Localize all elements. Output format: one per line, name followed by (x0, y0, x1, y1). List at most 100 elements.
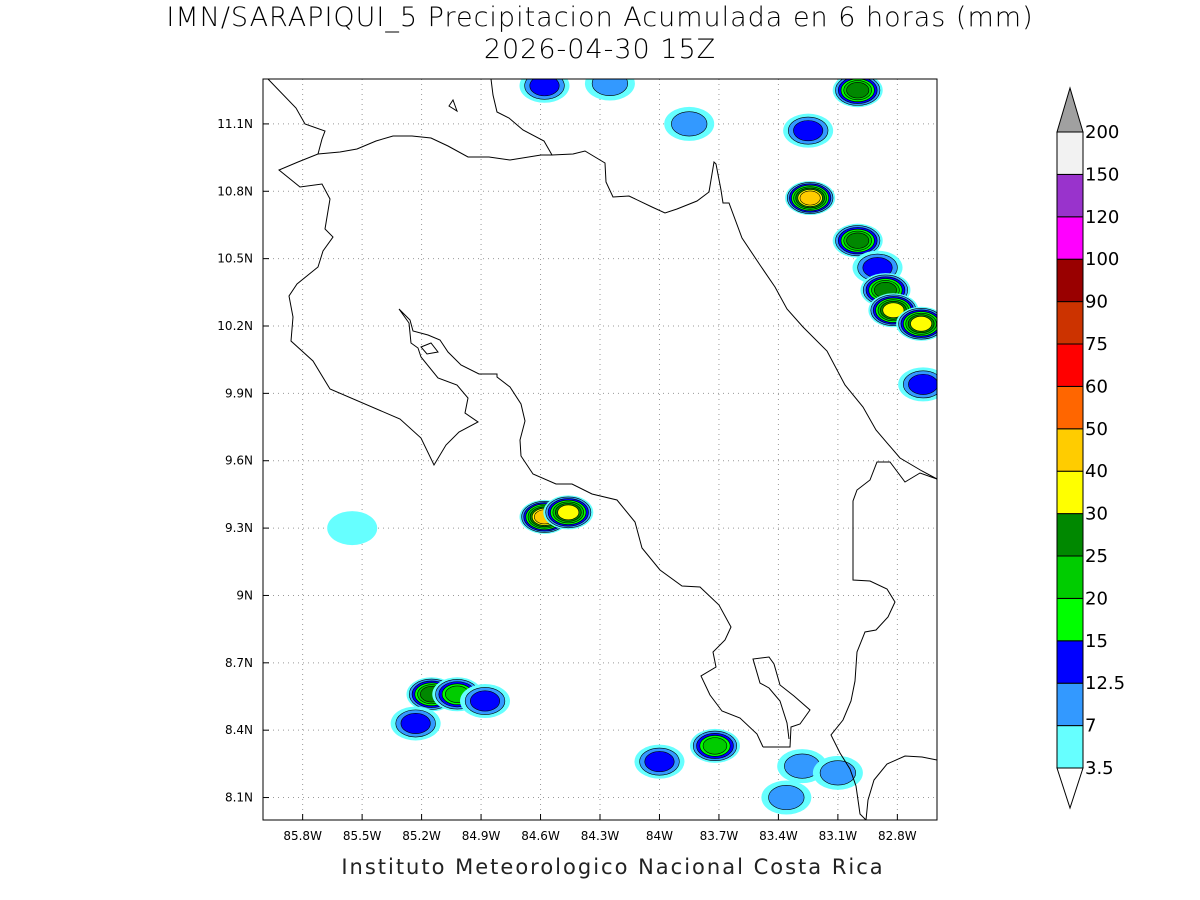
x-tick-label: 85.8W (283, 829, 322, 843)
precip-cell (785, 181, 836, 216)
colorbar: 3.5 7 12.5 15 20 25 30 40 50 60 75 90 100 120 150 200 (1056, 86, 1125, 810)
x-tick-label: 83.7W (700, 829, 739, 843)
x-tick-label: 84.3W (581, 829, 620, 843)
precip-contour (910, 316, 933, 332)
colorbar-label: 7 (1085, 716, 1096, 737)
footer-credit: Instituto Meteorologico Nacional Costa R… (341, 855, 885, 879)
x-axis-ticks: 85.8W 85.5W 85.2W 84.9W 84.6W 84.3W 84W 83.7W 83… (283, 814, 917, 843)
x-tick-label: 85.2W (402, 829, 441, 843)
precip-contour (529, 79, 560, 97)
precip-cell (519, 79, 570, 103)
precip-contour (799, 190, 821, 206)
colorbar-swatch (1056, 131, 1084, 175)
colorbar-swatch (1056, 428, 1084, 472)
precip-layer (327, 79, 937, 815)
precip-cell (543, 495, 594, 530)
y-tick-label: 10.2N (217, 319, 253, 333)
x-tick-label: 83.4W (759, 829, 798, 843)
colorbar-label: 25 (1085, 546, 1108, 567)
precip-contour (644, 751, 675, 773)
precip-contour (470, 690, 501, 712)
precip-cell (832, 223, 883, 258)
precip-contour (908, 373, 937, 395)
y-tick-label: 10.8N (217, 184, 253, 198)
x-tick-label: 84W (646, 829, 673, 843)
precip-cell (390, 706, 441, 741)
colorbar-swatch (1056, 173, 1084, 218)
colorbar-swatch (1056, 470, 1084, 515)
colorbar-low-arrow (1056, 767, 1084, 810)
x-tick-label: 82.8W (878, 829, 917, 843)
precip-contour (846, 232, 870, 249)
y-tick-label: 8.1N (225, 791, 253, 805)
x-tick-label: 85.5W (343, 829, 382, 843)
coastline-osa (752, 656, 811, 748)
border-nicaragua (317, 135, 553, 161)
y-tick-label: 11.1N (217, 117, 253, 131)
island-gulf (420, 342, 439, 355)
precip-contour (671, 111, 708, 137)
colorbar-high-arrow (1056, 86, 1084, 133)
coastline-north (267, 79, 764, 748)
colorbar-label: 150 (1085, 164, 1119, 185)
coastline-caribbean (490, 79, 937, 480)
colorbar-swatch (1056, 258, 1084, 303)
precip-contour (591, 79, 629, 96)
colorbar-label: 30 (1085, 504, 1108, 525)
colorbar-swatch (1056, 640, 1084, 684)
colorbar-swatch (1056, 725, 1084, 769)
precip-cell (832, 79, 883, 108)
colorbar-label: 50 (1085, 419, 1108, 440)
coastline-layer (267, 79, 937, 820)
precip-cell (460, 683, 511, 718)
colorbar-swatch (1056, 301, 1084, 345)
y-axis-ticks: 11.1N 10.8N 10.5N 10.2N 9.9N 9.6N 9.3N 9N 8.7N 8.… (217, 117, 269, 805)
precip-contour (327, 511, 378, 546)
x-tick-label: 83.1W (819, 829, 858, 843)
precip-cell (664, 106, 715, 141)
precip-cell (761, 780, 812, 815)
map-title: IMN/SARAPIQUI_5 Precipitacion Acumulada … (166, 2, 1034, 33)
precip-cell (896, 306, 937, 341)
precip-contour (557, 504, 580, 521)
colorbar-swatch (1056, 343, 1084, 387)
precip-cell (327, 511, 378, 546)
precip-contour (768, 785, 805, 811)
colorbar-swatch (1056, 597, 1084, 642)
colorbar-label: 15 (1085, 631, 1108, 652)
colorbar-label: 100 (1085, 249, 1119, 270)
precip-cell (898, 367, 937, 402)
colorbar-label: 60 (1085, 376, 1108, 397)
border-panama (830, 461, 937, 820)
precip-cell (689, 728, 740, 763)
y-tick-label: 9.3N (225, 521, 253, 535)
map-subtitle: 2026-04-30 15Z (483, 34, 717, 65)
colorbar-swatch (1056, 216, 1084, 260)
precip-cell (584, 79, 635, 101)
colorbar-label: 90 (1085, 292, 1108, 313)
y-tick-label: 9N (236, 588, 253, 602)
precip-contour (882, 302, 905, 318)
precip-contour (846, 82, 870, 99)
colorbar-label: 3.5 (1085, 758, 1114, 779)
y-tick-label: 10.5N (217, 252, 253, 266)
precip-cell (634, 744, 685, 779)
colorbar-label: 200 (1085, 122, 1119, 143)
precip-contour (702, 737, 728, 755)
y-tick-label: 9.9N (225, 386, 253, 400)
colorbar-swatch (1056, 682, 1084, 727)
colorbar-label: 75 (1085, 334, 1108, 355)
colorbar-swatch (1056, 555, 1084, 599)
precip-contour (400, 713, 431, 734)
y-tick-label: 8.7N (225, 656, 253, 670)
y-tick-label: 9.6N (225, 454, 253, 468)
precip-contour (793, 120, 824, 142)
island-bolanos (448, 98, 458, 113)
precip-cell (812, 755, 863, 790)
x-tick-label: 84.9W (462, 829, 501, 843)
colorbar-swatch (1056, 385, 1084, 430)
precip-contour (819, 760, 856, 786)
coastline-panama-pacific (865, 755, 937, 820)
colorbar-label: 12.5 (1085, 673, 1125, 694)
